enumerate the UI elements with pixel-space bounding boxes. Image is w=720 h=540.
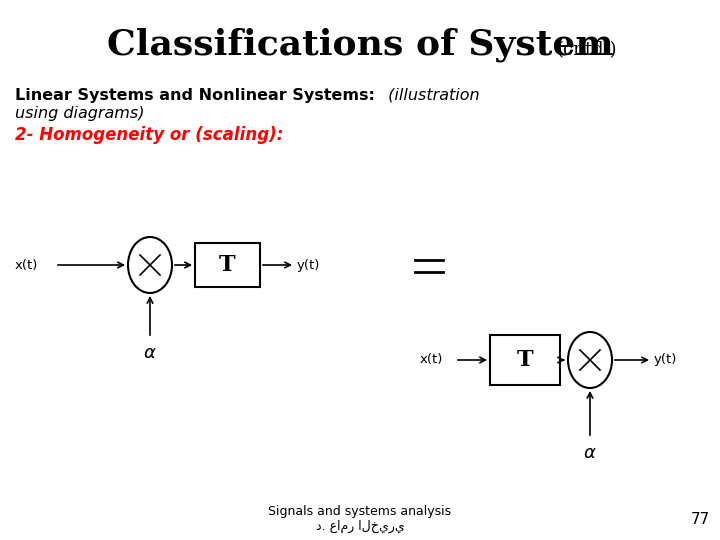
Text: د. عامر الخيري: د. عامر الخيري: [315, 519, 405, 532]
Text: x(t): x(t): [15, 259, 38, 272]
Text: y(t): y(t): [297, 259, 320, 272]
Text: Signals and systems analysis: Signals and systems analysis: [269, 505, 451, 518]
Text: Classifications of System: Classifications of System: [107, 28, 613, 62]
Text: $\alpha$: $\alpha$: [583, 444, 597, 462]
Bar: [490, 335, 560, 385]
Bar: [195, 243, 260, 287]
Text: (illustration: (illustration: [383, 88, 480, 103]
Text: 77: 77: [690, 511, 710, 526]
Text: using diagrams): using diagrams): [15, 106, 145, 121]
Text: $\alpha$: $\alpha$: [143, 344, 157, 362]
Text: T: T: [517, 349, 534, 371]
Text: x(t): x(t): [420, 354, 444, 367]
Text: (cntd.): (cntd.): [557, 41, 618, 59]
Text: y(t): y(t): [654, 354, 678, 367]
Text: Linear Systems and Nonlinear Systems:: Linear Systems and Nonlinear Systems:: [15, 88, 375, 103]
Text: T: T: [219, 254, 236, 276]
Text: 2- Homogeneity or (scaling):: 2- Homogeneity or (scaling):: [15, 126, 284, 144]
